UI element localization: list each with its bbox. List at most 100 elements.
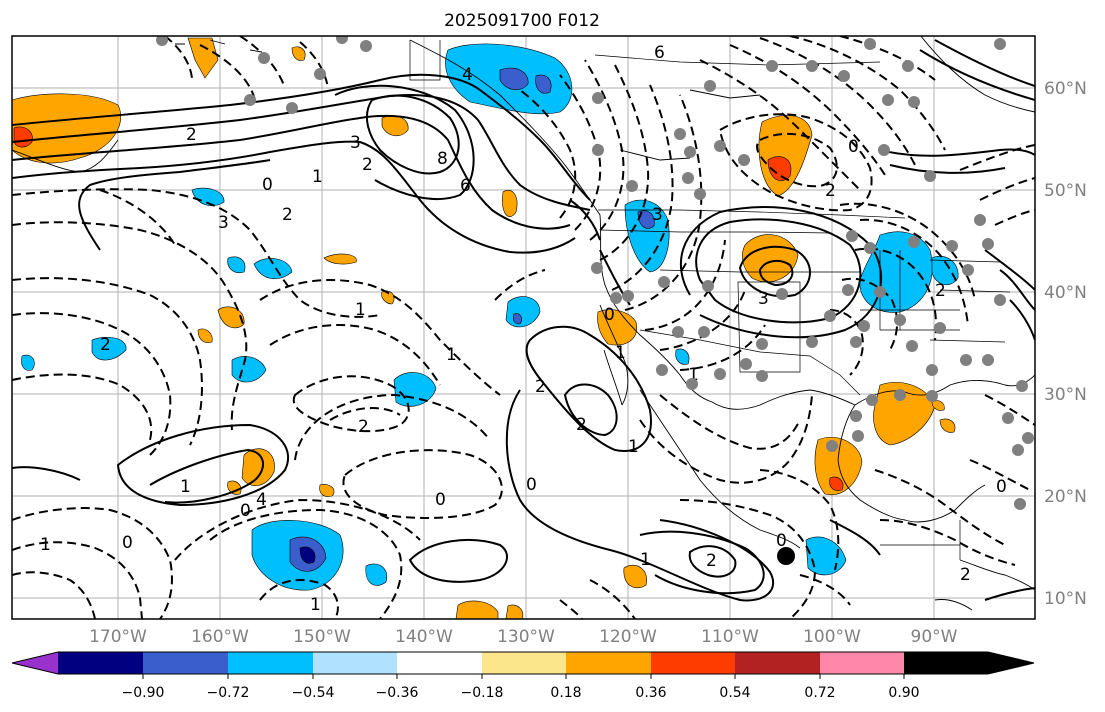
shade-orange-patch	[505, 604, 524, 619]
contour-label: 2	[576, 415, 587, 435]
contour-label: 2	[186, 125, 197, 145]
lon-label: 110°W	[701, 627, 759, 647]
colorbar-segment	[228, 652, 313, 674]
lon-label: 140°W	[395, 627, 453, 647]
lat-label: 40°N	[1044, 283, 1087, 303]
shade-orange-patch	[323, 253, 357, 265]
colorbar-tick-label: 0.36	[635, 685, 666, 701]
station-dots	[156, 36, 1034, 510]
colorbar-segment	[651, 652, 735, 674]
contour-label: 2	[358, 417, 369, 437]
shade-blue-patch	[365, 563, 388, 586]
contour-label: 3	[218, 213, 229, 233]
map-panel: 2 3 2 8 6 1 0 3 2 4 6 3 2 3 0 2 1 2 1 0 …	[12, 36, 1035, 619]
shade-darkblue-patch	[299, 546, 316, 564]
contour-label: 2	[935, 281, 946, 301]
contour-label: 1	[180, 477, 191, 497]
contour-label: 0	[526, 475, 537, 495]
lat-label: 10°N	[1044, 589, 1087, 609]
gridlines	[12, 36, 1035, 619]
latitude-labels: 60°N 50°N 40°N 30°N 20°N 10°N	[1044, 79, 1087, 609]
colorbar-tick-label: −0.54	[292, 685, 335, 701]
shade-orange-patch	[814, 436, 863, 496]
contour-label: 2	[706, 551, 717, 571]
contour-label: 2	[100, 335, 111, 355]
positive-contours	[12, 39, 1035, 602]
contour-label: 0	[262, 175, 273, 195]
contour-label: 8	[437, 149, 448, 169]
lon-label: 90°W	[911, 627, 958, 647]
negative-contours	[12, 36, 1035, 619]
shade-darkblue-patch	[512, 313, 522, 325]
contour-label: 2	[282, 205, 293, 225]
map-frame	[11, 35, 1036, 620]
lat-label: 20°N	[1044, 487, 1087, 507]
lat-label: 60°N	[1044, 79, 1087, 99]
colorbar-tick-label: −0.72	[207, 685, 250, 701]
shade-orange-patch	[502, 190, 518, 217]
shade-orange-patch	[241, 448, 275, 486]
lon-label: 150°W	[293, 627, 351, 647]
shade-orange-patch	[597, 309, 637, 346]
contour-label: 1	[355, 300, 366, 320]
shade-blue-patch	[675, 348, 690, 365]
colorbar-tick-label: −0.90	[122, 685, 165, 701]
storm-center-marker	[777, 547, 795, 565]
contour-label: 1	[688, 365, 699, 385]
colorbar-segment	[12, 652, 58, 674]
contour-label: 1	[628, 437, 639, 457]
shade-darkblue-patch	[637, 210, 655, 229]
contour-labels: 2 3 2 8 6 1 0 3 2 4 6 3 2 3 0 2 1 2 1 0 …	[40, 43, 1007, 615]
shade-orange-patch	[455, 600, 499, 619]
contour-label: 1	[615, 343, 626, 363]
contour-label: 0	[776, 531, 787, 551]
shade-orange-patch	[931, 400, 945, 411]
contour-label: 3	[758, 289, 769, 309]
contour-label: 2	[535, 377, 546, 397]
shade-blue-patch	[931, 256, 959, 286]
shade-orange-patch	[873, 382, 936, 446]
contour-label: 1	[40, 535, 51, 555]
colorbar-segment	[313, 652, 397, 674]
shade-darkblue-patch	[499, 67, 529, 91]
colorbar-ticks	[142, 674, 905, 679]
colorbar-tick-label: 0.18	[550, 685, 581, 701]
lat-label: 50°N	[1044, 181, 1087, 201]
contour-label: 3	[652, 205, 663, 225]
colorbar: −0.90 −0.72 −0.54 −0.36 −0.18 0.18 0.36 …	[11, 651, 1035, 701]
colorbar-segment	[482, 652, 566, 674]
contour-label: 2	[960, 565, 971, 585]
shade-orange-patch	[291, 46, 306, 61]
contour-label: 1	[640, 550, 651, 570]
shade-blue-patch	[21, 354, 35, 371]
shade-blue-patch	[91, 337, 127, 361]
colorbar-segment	[143, 652, 228, 674]
contour-label: 3	[350, 133, 361, 153]
colorbar-tick-label: 0.72	[804, 685, 835, 701]
shade-orange-patch	[319, 484, 335, 497]
contour-label: 6	[460, 176, 471, 196]
shade-orange-patch	[197, 328, 213, 343]
contour-label: 2	[362, 155, 373, 175]
colorbar-tick-label: −0.36	[376, 685, 419, 701]
lon-label: 100°W	[803, 627, 861, 647]
contour-label: 0	[435, 490, 446, 510]
shade-orange-patch	[217, 306, 245, 329]
longitude-labels: 170°W 160°W 150°W 140°W 130°W 120°W 110°…	[89, 627, 958, 647]
shade-orange-patch	[742, 234, 799, 283]
shade-orange-patch	[939, 418, 956, 433]
colorbar-tick-label: −0.18	[461, 685, 504, 701]
shade-orange-patch	[381, 290, 395, 305]
contour-label: 6	[654, 43, 665, 63]
political-borders	[409, 40, 1011, 560]
shade-orange-patch	[187, 37, 219, 79]
shade-darkblue-patch	[535, 74, 552, 94]
shade-orange-patch	[623, 564, 647, 589]
lon-label: 160°W	[191, 627, 249, 647]
contour-label: 0	[604, 305, 615, 325]
colorbar-tick-label: 0.54	[719, 685, 750, 701]
contour-label: 1	[310, 595, 321, 615]
lon-label: 120°W	[599, 627, 657, 647]
contour-label: 1	[312, 167, 323, 187]
